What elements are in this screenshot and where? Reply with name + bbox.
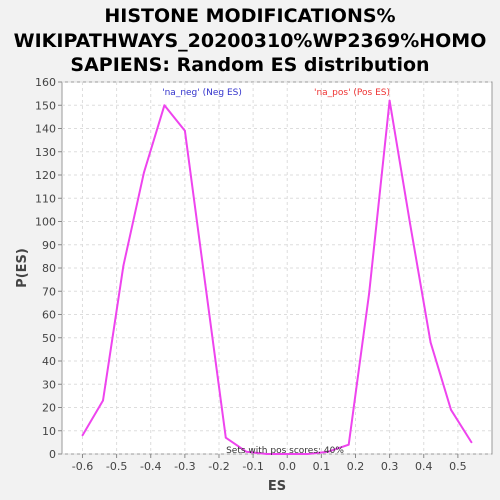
data-point [122, 264, 125, 267]
y-tick-label: 20 [42, 402, 56, 415]
plot-area [61, 81, 493, 455]
data-point [450, 408, 452, 411]
y-tick-label: 30 [42, 378, 56, 391]
y-tick-label: 90 [42, 239, 56, 252]
y-tick-label: 160 [35, 76, 56, 89]
data-point [265, 453, 268, 455]
x-tick-label: -0.3 [174, 460, 195, 473]
y-tick-label: 150 [35, 99, 56, 112]
x-axis-label: ES [268, 479, 286, 494]
chart-title-line-1: HISTONE MODIFICATIONS% [104, 5, 395, 27]
y-tick-label: 40 [42, 355, 56, 368]
x-tick-label: 0.0 [278, 460, 296, 473]
y-tick-label: 140 [35, 123, 56, 136]
data-point [409, 222, 411, 225]
data-point [102, 399, 104, 402]
y-tick-label: 130 [35, 146, 56, 159]
data-point [388, 99, 391, 102]
x-tick-label: -0.5 [106, 460, 127, 473]
annotation-pos-es: 'na_pos' (Pos ES) [314, 88, 390, 98]
y-axis-label: P(ES) [15, 248, 30, 288]
y-tick-label: 80 [42, 262, 56, 275]
y-tick-label: 100 [35, 216, 56, 229]
chart-title-line-2: WIKIPATHWAYS_20200310%WP2369%HOMO [14, 30, 487, 52]
y-tick-label: 0 [49, 448, 56, 461]
y-tick-label: 60 [42, 309, 56, 322]
data-point [286, 453, 289, 455]
data-point [347, 443, 350, 446]
x-tick-label: -0.2 [208, 460, 229, 473]
x-tick-label: 0.1 [313, 460, 331, 473]
data-point [183, 129, 186, 132]
x-tick-label: -0.4 [140, 460, 161, 473]
x-tick-label: 0.4 [415, 460, 433, 473]
x-tick-label: 0.2 [347, 460, 365, 473]
annotation-neg-es: 'na_neg' (Neg ES) [162, 88, 242, 98]
data-point [224, 436, 227, 439]
data-point [429, 341, 432, 344]
data-point [143, 171, 145, 174]
data-point [368, 292, 371, 295]
data-point [81, 434, 84, 437]
chart-title-line-3: SAPIENS: Random ES distribution [70, 54, 429, 76]
y-tick-label: 10 [42, 425, 56, 438]
y-tick-label: 50 [42, 332, 56, 345]
y-tick-label: 70 [42, 285, 56, 298]
series-layer [81, 99, 473, 455]
grid [62, 81, 492, 455]
y-tick-label: 120 [35, 169, 56, 182]
data-point [245, 450, 248, 453]
data-point [327, 450, 330, 453]
data-point [163, 104, 166, 107]
x-tick-label: 0.3 [381, 460, 399, 473]
y-tick-label: 110 [35, 192, 56, 205]
x-tick-label: -0.6 [72, 460, 93, 473]
annotation-pos-scores: Sets with pos scores: 40% [226, 446, 344, 456]
x-tick-label: -0.1 [242, 460, 263, 473]
x-tick-label: 0.5 [449, 460, 467, 473]
series-line [81, 99, 473, 455]
data-point [306, 453, 309, 455]
data-point [470, 441, 473, 444]
axis-ticks: 0 10 20 30 40 50 60 70 80 90 100 110 120 130 140 150 160… [35, 76, 467, 473]
data-point [204, 283, 207, 286]
